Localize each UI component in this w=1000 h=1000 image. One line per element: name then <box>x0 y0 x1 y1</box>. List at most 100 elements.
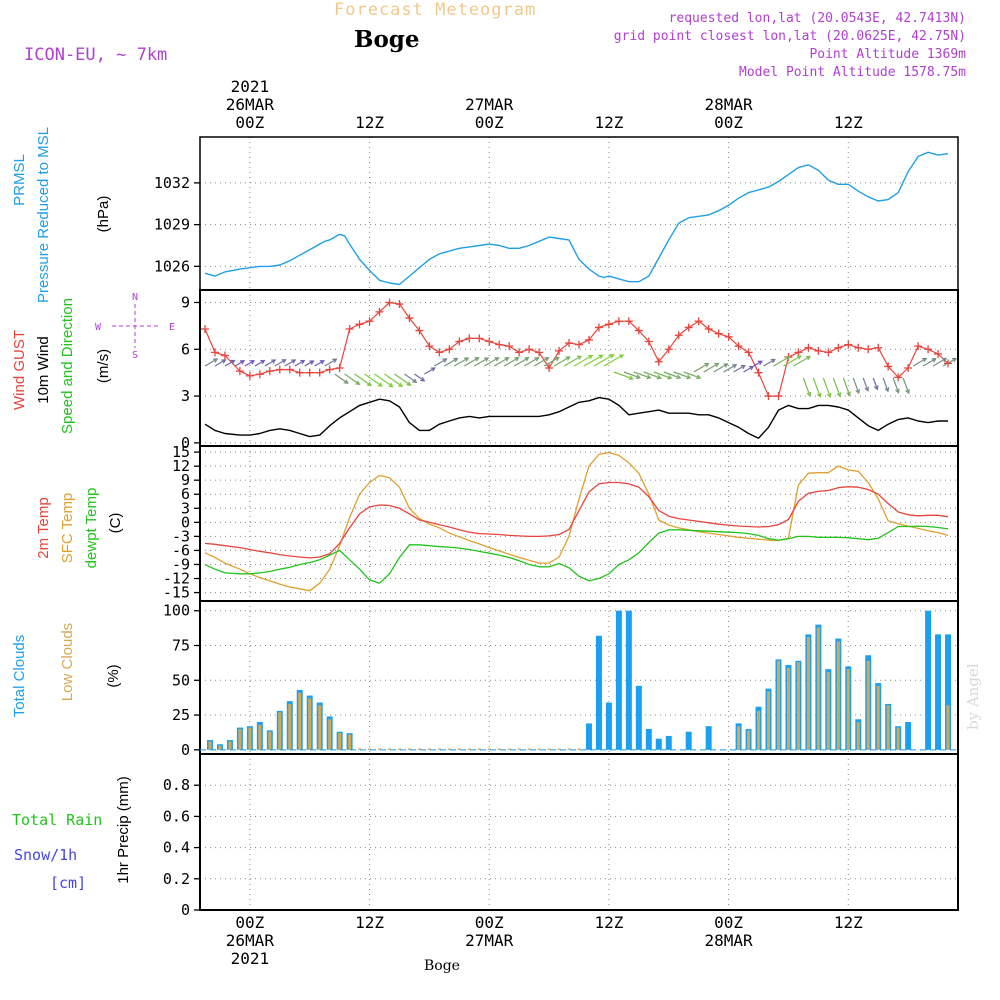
low-cloud-bar <box>836 641 840 750</box>
wind-arrow-head <box>905 388 910 395</box>
gust-point <box>714 329 723 338</box>
wind-arrow <box>942 357 957 367</box>
gust-point <box>624 317 633 326</box>
wind-arrow-head <box>609 354 615 359</box>
time-label-top: 12Z <box>834 113 863 132</box>
temp-label: 2m Temp <box>35 497 52 558</box>
wind-arrow-head <box>676 374 682 380</box>
low-cloud-bar <box>806 637 810 750</box>
low-cloud-bar <box>896 727 900 750</box>
gust-point <box>425 342 434 351</box>
sfc-temp-label: SFC Temp <box>59 493 76 564</box>
low-cloud-bar <box>238 728 242 750</box>
wind-arrow <box>663 371 681 379</box>
wind-arrow-head <box>749 365 755 371</box>
time-label-top: 2021 <box>231 77 270 96</box>
low-cloud-bar <box>876 685 880 750</box>
low-cloud-bar <box>417 748 421 750</box>
gust-label: Wind GUST <box>11 330 28 410</box>
wind-arrow <box>493 357 509 367</box>
total-cloud-bar <box>635 685 642 750</box>
low-cloud-bar <box>786 667 790 750</box>
wind-arrow-head <box>213 358 219 363</box>
low-cloud-bar <box>846 669 850 750</box>
wind-arrow <box>812 377 821 397</box>
low-cloud-bar <box>288 703 292 750</box>
wind-arrow-head <box>484 357 490 362</box>
gust-point <box>405 314 414 323</box>
wind-arrow-head <box>464 357 470 362</box>
gust-point <box>515 348 524 357</box>
low-cloud-bar <box>348 734 352 750</box>
gust-point <box>814 346 823 355</box>
wind-arrow <box>384 373 403 387</box>
wind-arrow <box>404 373 417 383</box>
low-cloud-bar <box>298 692 302 750</box>
gust-point <box>614 317 623 326</box>
y-tick-label: 1032 <box>154 174 190 192</box>
dewpt-label: dewpt Temp <box>83 488 100 569</box>
gust-point <box>794 348 803 357</box>
total-cloud-bar <box>615 610 622 750</box>
wind-arrow <box>364 373 383 387</box>
y-tick-label: 9 <box>181 471 190 489</box>
wind-arrow <box>254 359 265 367</box>
gust-point <box>220 351 229 360</box>
time-label-bottom: 2021 <box>231 949 270 968</box>
footer-location: Boge <box>424 958 460 974</box>
pressure-series <box>204 151 949 286</box>
gust-point <box>475 334 484 343</box>
low-cloud-bar <box>208 741 212 750</box>
wind-arrow <box>374 373 393 388</box>
wind-arrow-head <box>309 360 315 365</box>
gust-point <box>375 307 384 316</box>
watermark: by Angel <box>964 663 982 730</box>
wind-arrow <box>603 354 624 367</box>
wind-direction-label: Speed and Direction <box>59 298 76 434</box>
wind-unit: (m/s) <box>95 349 112 383</box>
gust-point <box>210 348 219 357</box>
wind-arrow <box>703 362 719 373</box>
pressure-unit: (hPa) <box>95 196 112 233</box>
gust-point <box>495 340 504 349</box>
wind-arrow-head <box>635 374 642 380</box>
wind-arrow <box>294 359 305 367</box>
gust-point <box>395 300 404 309</box>
wind-arrow-head <box>430 367 436 372</box>
wind-arrow <box>224 359 235 367</box>
total-cloud-bar <box>705 726 712 750</box>
gust-point <box>455 337 464 346</box>
low-cloud-bar <box>537 748 541 750</box>
gust-point <box>644 337 653 346</box>
panel-frame-3 <box>199 600 959 755</box>
wind-arrow-head <box>388 382 394 388</box>
low-cloud-bar <box>577 748 581 750</box>
wind-label: 10m Wind <box>35 336 52 404</box>
wind-arrow-head <box>646 374 652 380</box>
wind-arrow-head <box>332 358 338 363</box>
wind-arrow-head <box>805 355 811 361</box>
gust-point <box>584 335 593 344</box>
gust-point <box>485 337 494 346</box>
wind-arrow <box>334 373 349 384</box>
wind-arrow <box>862 377 869 391</box>
low-cloud-bar <box>856 722 860 750</box>
low-cloud-bar <box>567 748 571 750</box>
low-cloud-bar <box>507 748 511 750</box>
temp-series <box>204 481 949 559</box>
wind-arrow <box>593 354 614 367</box>
low-cloud-bar <box>457 748 461 750</box>
low-cloud-bar <box>796 662 800 750</box>
compass-s: S <box>132 350 138 361</box>
wind-arrow-head <box>494 357 500 362</box>
gust-point <box>465 334 474 343</box>
wind-arrow-head <box>271 359 277 364</box>
wind-arrow-head <box>514 357 520 362</box>
total-cloud-bar <box>625 610 632 750</box>
wind-arrow <box>563 355 582 367</box>
gust-point <box>904 364 913 372</box>
y-tick-label: 3 <box>181 387 190 405</box>
wind-arrow <box>872 377 878 390</box>
total-cloud-bar <box>905 722 912 750</box>
y-tick-label: 6 <box>181 340 190 358</box>
